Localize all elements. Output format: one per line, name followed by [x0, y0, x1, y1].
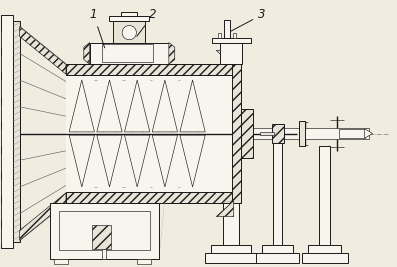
Bar [66, 64, 232, 75]
Bar [302, 253, 348, 263]
Bar [339, 129, 365, 138]
Bar [319, 146, 330, 246]
Bar [66, 192, 232, 203]
Bar [212, 38, 251, 42]
Bar [256, 253, 299, 263]
Polygon shape [152, 135, 177, 187]
Bar [299, 121, 305, 146]
Text: 1: 1 [90, 8, 105, 48]
Bar [50, 203, 159, 259]
Polygon shape [216, 50, 234, 66]
Polygon shape [125, 80, 150, 132]
Bar [66, 75, 232, 192]
Bar [0, 31, 2, 48]
Bar [260, 132, 274, 135]
Bar [205, 253, 256, 263]
Bar [0, 154, 2, 171]
Bar [92, 225, 112, 249]
Bar [114, 21, 145, 42]
Bar [233, 33, 236, 38]
Bar [220, 42, 242, 64]
Bar [0, 105, 2, 121]
Bar [102, 45, 153, 62]
Circle shape [122, 25, 137, 40]
Bar [211, 245, 251, 254]
Text: 2: 2 [137, 8, 157, 36]
Bar [308, 245, 341, 254]
Polygon shape [20, 193, 66, 240]
Bar [224, 20, 230, 38]
Bar [0, 56, 2, 72]
Bar [254, 128, 368, 139]
Polygon shape [69, 135, 94, 187]
Bar [218, 33, 222, 38]
Polygon shape [125, 135, 150, 187]
Polygon shape [169, 42, 175, 64]
Text: 3: 3 [231, 8, 266, 31]
Bar [0, 80, 2, 97]
Bar [272, 124, 283, 143]
Bar [102, 249, 106, 259]
Bar [13, 21, 20, 242]
Bar [241, 109, 254, 158]
Bar [59, 211, 150, 250]
Polygon shape [180, 80, 205, 132]
Bar [137, 259, 151, 264]
Polygon shape [180, 135, 205, 187]
Bar [0, 228, 2, 244]
Polygon shape [97, 80, 122, 132]
Polygon shape [69, 80, 94, 132]
Bar [0, 179, 2, 195]
Polygon shape [84, 42, 90, 64]
Polygon shape [216, 201, 234, 217]
Bar [232, 64, 241, 203]
Bar [90, 42, 169, 64]
Bar [0, 129, 2, 146]
Bar [54, 259, 68, 264]
Bar [0, 203, 2, 220]
Polygon shape [152, 80, 177, 132]
Polygon shape [365, 129, 372, 138]
Bar [262, 245, 293, 254]
Bar [2, 15, 13, 248]
Bar [110, 16, 149, 21]
Polygon shape [97, 135, 122, 187]
Polygon shape [20, 27, 66, 74]
Bar [121, 12, 137, 16]
Bar [223, 203, 239, 246]
Bar [273, 143, 281, 246]
